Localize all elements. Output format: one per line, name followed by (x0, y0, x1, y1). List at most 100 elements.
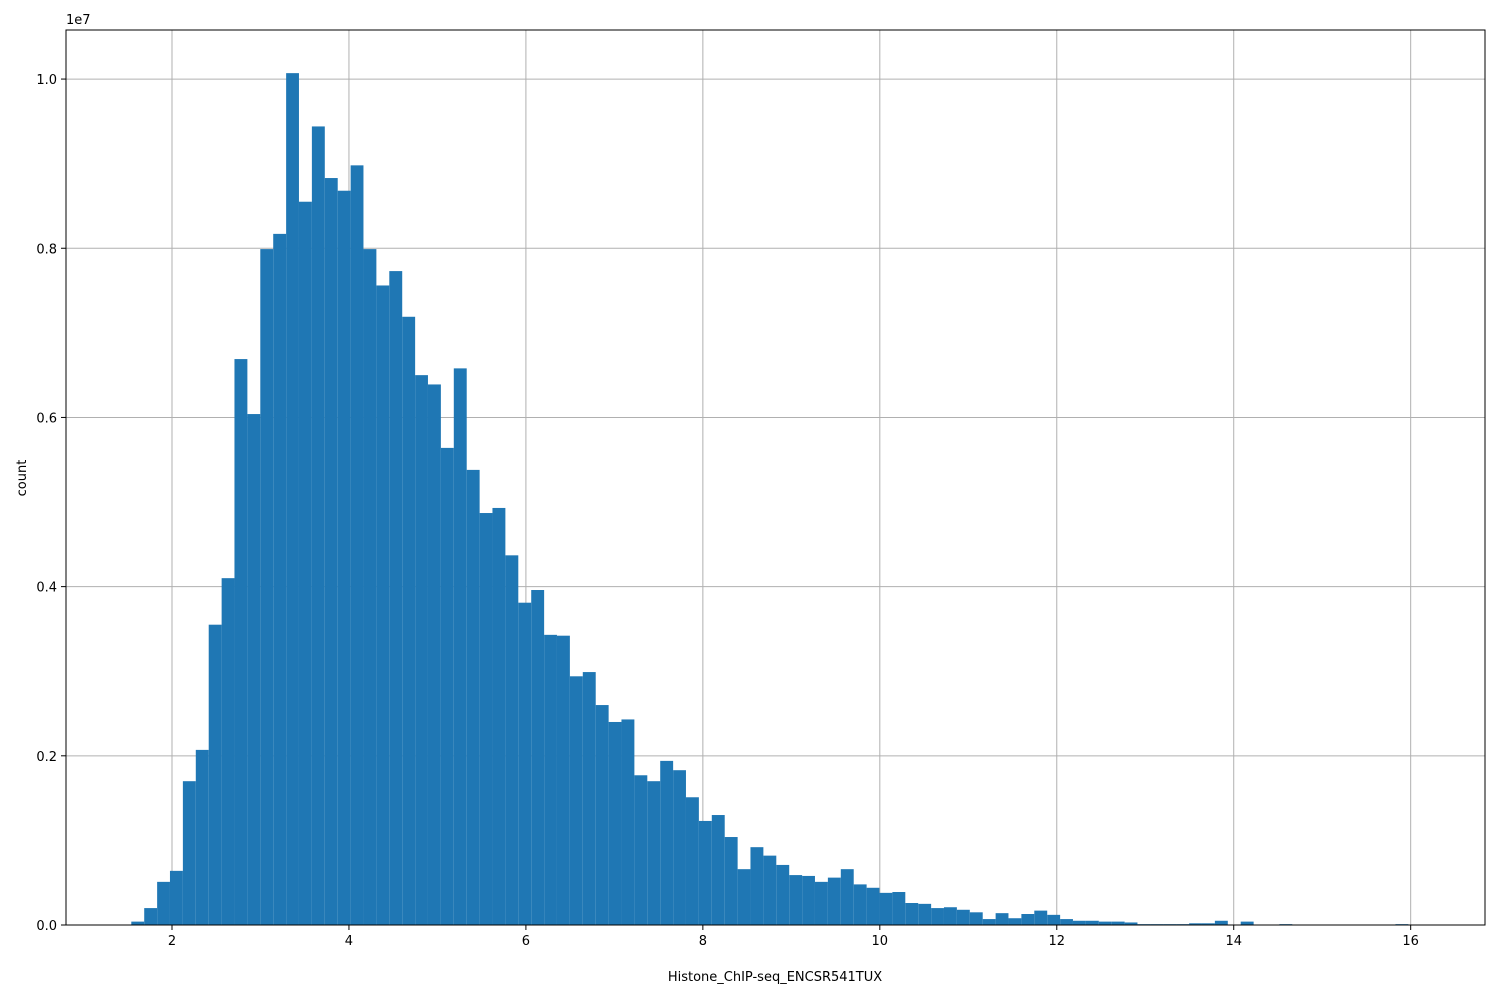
x-tick-label: 10 (872, 934, 889, 949)
bar (969, 912, 983, 925)
bar (892, 892, 906, 925)
bar (621, 719, 635, 925)
bar (195, 749, 209, 925)
bar (750, 847, 764, 925)
bar (698, 820, 712, 925)
bar (595, 705, 609, 925)
bar (182, 781, 196, 925)
bar (1189, 923, 1202, 925)
bar (415, 375, 428, 925)
bar (402, 316, 416, 925)
bar (634, 775, 648, 925)
bar (995, 913, 1009, 925)
bar (982, 919, 996, 925)
bar (660, 760, 674, 925)
bar (853, 884, 867, 925)
bar (647, 781, 661, 925)
bar (1072, 920, 1086, 925)
y-tick-label: 0.2 (36, 750, 57, 765)
bar (131, 921, 145, 925)
bar (685, 797, 699, 925)
y-tick-label: 0.6 (36, 411, 57, 426)
bar (827, 877, 841, 925)
y-axis-label: count (15, 460, 30, 497)
bar (427, 384, 441, 925)
bar (479, 513, 493, 925)
bar (466, 469, 480, 925)
bar (905, 903, 919, 925)
bar (1047, 914, 1061, 925)
y-offset-label: 1e7 (66, 13, 91, 28)
bar (260, 249, 274, 925)
x-tick-label: 8 (699, 934, 707, 949)
bar (518, 602, 532, 925)
plot-frame (65, 29, 1486, 926)
bar (337, 190, 351, 925)
bar (1111, 921, 1125, 925)
bar (1060, 919, 1073, 925)
bar (247, 414, 261, 925)
bar (931, 908, 944, 925)
bar (582, 672, 596, 925)
y-tick-label: 1.0 (36, 73, 57, 88)
bar (1214, 920, 1228, 925)
bar (569, 676, 583, 925)
x-tick-label: 12 (1048, 934, 1065, 949)
bar (789, 875, 803, 925)
bar (608, 721, 622, 925)
bar (492, 507, 506, 925)
x-tick-label: 4 (345, 934, 353, 949)
x-axis-label: Histone_ChIP-seq_ENCSR541TUX (668, 970, 882, 985)
bar (144, 908, 158, 925)
bar (1124, 922, 1138, 925)
x-tick-label: 14 (1225, 934, 1242, 949)
y-tick-label: 0.0 (36, 919, 57, 934)
bar (1240, 921, 1254, 925)
bar (531, 590, 545, 925)
bar (866, 887, 880, 925)
bar (544, 634, 557, 925)
bar (273, 233, 287, 926)
x-tick-label: 6 (522, 934, 530, 949)
bar (234, 359, 248, 926)
bar (802, 875, 815, 925)
bar (1201, 923, 1215, 925)
bar (1008, 918, 1022, 925)
bar (389, 271, 403, 925)
bar (350, 165, 364, 925)
bar (169, 870, 183, 925)
bar (1098, 921, 1112, 925)
y-tick-label: 0.4 (36, 581, 57, 596)
bar (711, 815, 725, 925)
bar (737, 869, 751, 925)
bar (724, 837, 738, 925)
bar (840, 869, 854, 925)
bar (763, 855, 777, 925)
bar (363, 249, 377, 925)
bar (286, 73, 299, 926)
bar (376, 285, 390, 925)
bar (814, 881, 828, 925)
bar (208, 624, 222, 925)
bar (221, 578, 235, 925)
bars (131, 73, 1409, 926)
bar (440, 447, 454, 925)
x-tick-label: 2 (168, 934, 176, 949)
axes: 2 4 6 8 10 12 14 16 0.0 0.2 0.4 0.6 0.8 1.0 (36, 29, 1486, 949)
bar (324, 178, 338, 925)
bar (1021, 914, 1035, 925)
bar (673, 770, 686, 925)
bar (776, 864, 790, 925)
bar (505, 555, 519, 925)
bar (956, 909, 970, 925)
bar (157, 881, 170, 925)
bar (298, 201, 312, 925)
bar (1034, 910, 1048, 925)
bar (943, 907, 957, 925)
bar (556, 635, 570, 925)
y-tick-label: 0.8 (36, 242, 57, 257)
bar (918, 903, 932, 925)
x-tick-label: 16 (1402, 934, 1419, 949)
bar (1085, 920, 1099, 925)
